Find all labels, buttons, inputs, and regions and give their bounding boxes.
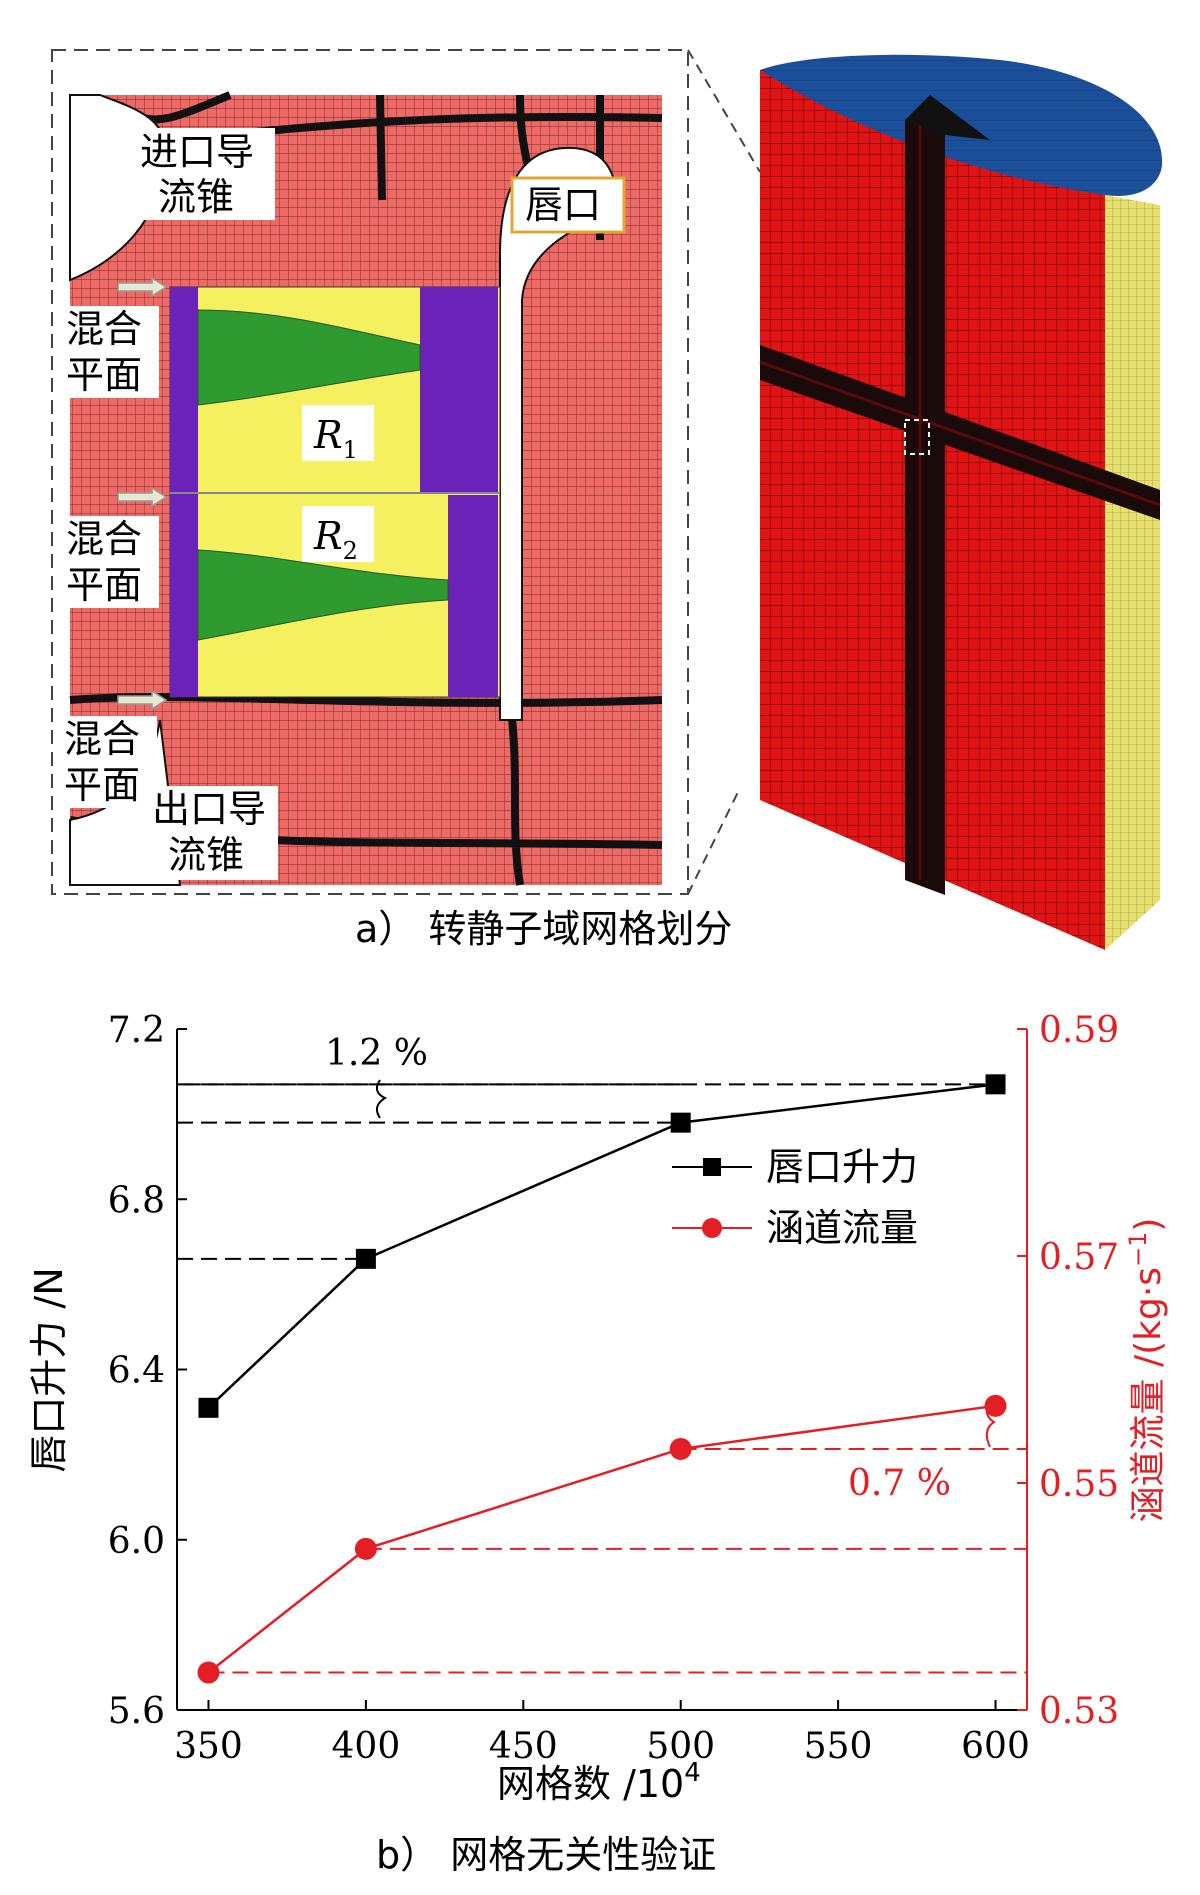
flow-point [669, 1437, 692, 1460]
series-line-lift [207, 1083, 996, 1409]
annotation-flow-bracket [985, 1399, 996, 1448]
right-y-axis-title: 涵道流量 /(kg·s−1) [1124, 1218, 1169, 1523]
x-tick-label: 550 [804, 1726, 873, 1767]
mix-plane-2-line-1: 混合 [66, 517, 142, 561]
inlet-cone-label-2: 流锥 [158, 175, 234, 219]
legend-label-lift: 唇口升力 [766, 1145, 918, 1189]
right-y-tick-label: 0.55 [1039, 1464, 1119, 1505]
left-y-tick-label: 5.6 [108, 1691, 165, 1732]
x-tick-label: 350 [174, 1726, 243, 1767]
panel-a-caption: a） 转静子域网格划分 [355, 907, 732, 951]
x-tick-label: 400 [332, 1726, 401, 1767]
lift-point [670, 1112, 691, 1133]
lift-point [355, 1248, 376, 1269]
lip-label: 唇口 [525, 183, 601, 227]
inlet-cone-label-1: 进口导 [140, 130, 254, 174]
x-tick-label: 500 [646, 1726, 715, 1767]
left-y-ticks: 7.2 6.8 6.4 6.0 5.6 [108, 1010, 187, 1732]
x-tick-label: 450 [489, 1726, 558, 1767]
left-y-tick-label: 6.4 [108, 1351, 165, 1392]
lift-point [985, 1074, 1006, 1095]
right-y-ticks: 0.59 0.57 0.55 0.53 [1017, 1010, 1119, 1732]
mix-plane-3-line-2: 平面 [64, 763, 140, 807]
detail-frame [51, 49, 689, 895]
mix-plane-3-line-1: 混合 [64, 717, 140, 761]
legend-label-flow: 涵道流量 [766, 1206, 918, 1250]
x-tick-label: 600 [961, 1726, 1030, 1767]
right-y-tick-label: 0.53 [1039, 1691, 1119, 1732]
flow-point [354, 1537, 377, 1560]
annotation-lift-bracket [375, 1079, 388, 1119]
mix-plane-1-line-1: 混合 [66, 307, 142, 351]
x-axis-title: 网格数 /104 [497, 1758, 701, 1806]
annotation-lift: 1.2 % [325, 1033, 428, 1074]
flow-point [197, 1661, 220, 1684]
x-ticks: 350 400 450 500 550 600 [174, 1700, 1030, 1767]
lift-point [198, 1397, 219, 1418]
series-layer [197, 1074, 1007, 1684]
series-line-flow [207, 1404, 996, 1674]
rotor-2-label: R2 [313, 514, 358, 565]
outlet-cone-label-1: 出口导 [152, 787, 266, 831]
rotor-1-label: R1 [313, 413, 358, 464]
left-y-tick-label: 6.8 [108, 1180, 165, 1221]
mix-plane-2-line-2: 平面 [66, 563, 142, 607]
left-y-axis-title: 唇口升力 /N [27, 1267, 71, 1472]
panel-b-caption: b） 网格无关性验证 [376, 1833, 716, 1877]
legend: 唇口升力 涵道流量 [672, 1145, 918, 1250]
right-y-tick-label: 0.59 [1039, 1010, 1119, 1051]
mix-plane-arrows [117, 276, 168, 711]
chart: 350 400 450 500 550 600 7.26.86.46.05.6 0.590… [27, 1010, 1169, 1877]
left-y-tick-label: 7.2 [108, 1010, 165, 1051]
cylinder-model [759, 54, 1163, 950]
rotor-stack [169, 286, 501, 698]
right-y-tick-label: 0.57 [1039, 1237, 1119, 1278]
left-y-tick-label: 6.0 [108, 1521, 165, 1562]
annotation-flow: 0.7 % [848, 1463, 951, 1504]
panel-a: 进口导 流锥 唇口 混合 平面 混合 平面 混合 平面 出口导 流锥 R1 R2 [51, 49, 1163, 951]
dashed-guides [177, 1083, 1027, 1674]
outlet-cone-label-2: 流锥 [168, 833, 244, 877]
mix-plane-1-line-2: 平面 [66, 353, 142, 397]
